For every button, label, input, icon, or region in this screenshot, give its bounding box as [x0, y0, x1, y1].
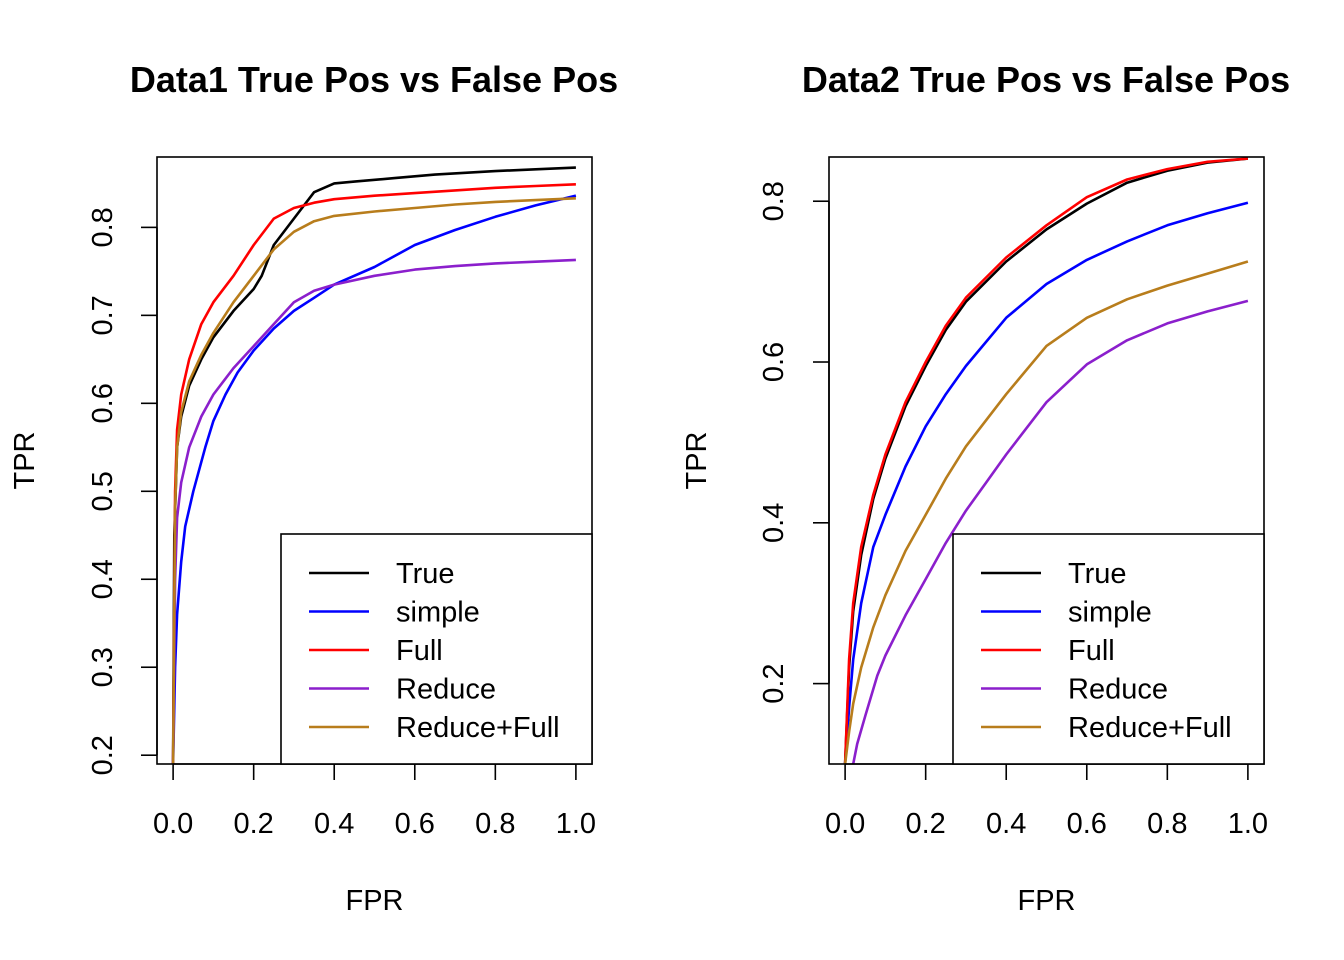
legend: True simple Full Reduce Reduce+Full [280, 533, 593, 765]
x-axis-label: FPR [346, 885, 404, 917]
y-tick-label: 0.3 [87, 647, 119, 687]
series-line-full [843, 157, 1249, 764]
y-tick-label: 0.8 [758, 181, 790, 221]
y-tick-label: 0.7 [87, 295, 119, 335]
series-line-full [171, 183, 576, 764]
x-tick-label: 0.0 [153, 808, 193, 840]
legend-label: Reduce+Full [396, 712, 560, 744]
legend-label: Reduce [1068, 674, 1168, 706]
x-tick-label: 0.4 [986, 808, 1026, 840]
x-tick-label: 0.4 [314, 808, 354, 840]
legend-label: Full [396, 635, 443, 667]
chart-title: Data1 True Pos vs False Pos [130, 59, 618, 100]
y-tick-label: 0.8 [87, 207, 119, 247]
legend-label: Reduce+Full [1068, 712, 1232, 744]
y-axis: 0.2 0.3 0.4 0.5 0.6 0.7 0.8 TPR [9, 207, 158, 775]
y-tick-label: 0.6 [758, 342, 790, 382]
series-line-reduce-full [843, 260, 1249, 764]
series-line-reduce [851, 299, 1249, 764]
series-lines [843, 157, 1249, 764]
chart-title: Data2 True Pos vs False Pos [802, 59, 1290, 100]
series-lines [171, 166, 577, 764]
legend-label: True [1068, 558, 1127, 590]
legend-label: Reduce [396, 674, 496, 706]
series-line-simple [171, 194, 577, 764]
legend-label: True [396, 558, 455, 590]
y-tick-label: 0.6 [87, 383, 119, 423]
x-tick-label: 0.2 [234, 808, 274, 840]
x-tick-label: 0.8 [475, 808, 515, 840]
legend: True simple Full Reduce Reduce+Full [952, 533, 1265, 765]
y-tick-label: 0.4 [758, 503, 790, 543]
x-axis: 0.0 0.2 0.4 0.6 0.8 1.0 FPR [825, 763, 1268, 917]
series-line-reduce [171, 258, 576, 764]
x-axis-label: FPR [1018, 885, 1076, 917]
legend-label: simple [1068, 597, 1152, 629]
x-tick-label: 0.6 [395, 808, 435, 840]
series-line-simple [843, 201, 1249, 764]
y-axis: 0.2 0.4 0.6 0.8 TPR [681, 181, 830, 704]
y-axis-label: TPR [681, 432, 713, 490]
x-tick-label: 0.0 [825, 808, 865, 840]
x-tick-label: 1.0 [556, 808, 596, 840]
legend-label: simple [396, 597, 480, 629]
x-tick-label: 0.6 [1067, 808, 1107, 840]
y-tick-label: 0.4 [87, 559, 119, 599]
y-tick-label: 0.2 [758, 663, 790, 703]
y-axis-label: TPR [9, 432, 41, 490]
x-tick-label: 0.8 [1147, 808, 1187, 840]
y-tick-label: 0.2 [87, 735, 119, 775]
x-tick-label: 0.2 [906, 808, 946, 840]
x-tick-label: 1.0 [1228, 808, 1268, 840]
y-tick-label: 0.5 [87, 471, 119, 511]
series-line-reduce-full [171, 197, 576, 764]
legend-label: Full [1068, 635, 1115, 667]
